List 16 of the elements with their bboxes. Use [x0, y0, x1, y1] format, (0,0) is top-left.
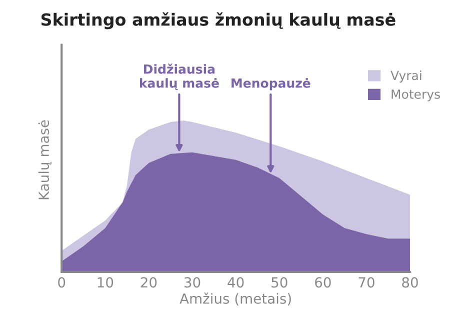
- annotation: Menopauzė: [232, 78, 310, 90]
- chart-title: Skirtingo amžiaus žmonių kaulų masė: [41, 12, 396, 30]
- legend-label: Moterys: [392, 90, 440, 102]
- annotation: Didžiausia kaulų masė: [140, 64, 219, 90]
- x-tick-label: 80: [402, 277, 418, 288]
- x-tick-label: 10: [98, 277, 114, 288]
- y-axis-title: Kaulų masė: [38, 120, 52, 200]
- x-tick-label: 30: [184, 277, 200, 288]
- x-tick-label: 40: [228, 277, 244, 288]
- x-tick-label: 20: [140, 277, 157, 288]
- legend-label: Vyrai: [390, 70, 422, 83]
- x-axis-title: Amžius (metais): [180, 292, 291, 306]
- x-tick-label: 70: [358, 277, 374, 288]
- x-tick-label: 60: [315, 277, 331, 288]
- x-tick-label: 50: [272, 277, 288, 288]
- x-tick-label: 0: [58, 277, 66, 288]
